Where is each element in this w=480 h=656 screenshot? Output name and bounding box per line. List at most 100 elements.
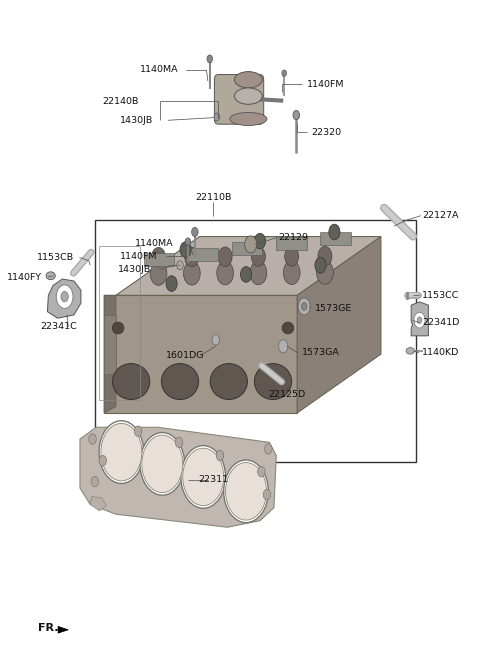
Bar xyxy=(276,237,307,251)
Ellipse shape xyxy=(210,363,247,400)
Circle shape xyxy=(254,234,265,249)
Ellipse shape xyxy=(46,272,55,279)
Polygon shape xyxy=(104,295,297,413)
Circle shape xyxy=(414,312,425,328)
Circle shape xyxy=(214,113,219,121)
Polygon shape xyxy=(80,427,276,527)
Text: 22125D: 22125D xyxy=(268,390,306,399)
Text: 22311: 22311 xyxy=(198,475,228,484)
Circle shape xyxy=(252,247,265,266)
Circle shape xyxy=(417,317,422,323)
Text: 22341C: 22341C xyxy=(41,322,77,331)
Circle shape xyxy=(134,426,142,436)
Circle shape xyxy=(99,420,144,483)
FancyBboxPatch shape xyxy=(215,75,264,124)
Text: 1153CC: 1153CC xyxy=(422,291,459,300)
Circle shape xyxy=(240,266,252,282)
Text: FR.: FR. xyxy=(37,623,58,634)
Circle shape xyxy=(183,448,224,506)
Circle shape xyxy=(180,242,191,257)
Circle shape xyxy=(140,432,185,495)
Text: 22129: 22129 xyxy=(278,234,309,242)
Circle shape xyxy=(212,335,219,345)
Circle shape xyxy=(258,466,265,477)
Text: 1430JB: 1430JB xyxy=(118,265,151,274)
Circle shape xyxy=(218,247,232,266)
Circle shape xyxy=(91,476,98,487)
Circle shape xyxy=(185,238,191,246)
Ellipse shape xyxy=(406,348,414,354)
Ellipse shape xyxy=(234,72,262,88)
Circle shape xyxy=(166,276,177,291)
Circle shape xyxy=(263,489,271,500)
Circle shape xyxy=(152,247,166,267)
Circle shape xyxy=(192,228,198,237)
Circle shape xyxy=(282,70,287,77)
Ellipse shape xyxy=(112,363,150,400)
Polygon shape xyxy=(116,237,381,295)
Circle shape xyxy=(317,260,333,284)
Polygon shape xyxy=(90,497,107,511)
Circle shape xyxy=(285,247,299,266)
Circle shape xyxy=(298,298,310,315)
Circle shape xyxy=(150,262,167,285)
Text: 1140FY: 1140FY xyxy=(7,272,42,281)
Ellipse shape xyxy=(254,363,292,400)
Circle shape xyxy=(293,110,300,119)
Circle shape xyxy=(250,261,267,285)
Text: 22140B: 22140B xyxy=(103,97,139,106)
Text: 1573GA: 1573GA xyxy=(302,348,340,358)
Ellipse shape xyxy=(282,322,294,334)
Text: 1601DG: 1601DG xyxy=(166,351,205,360)
Text: 1140MA: 1140MA xyxy=(135,239,174,247)
Circle shape xyxy=(207,55,213,63)
Polygon shape xyxy=(297,237,381,413)
Text: 22341D: 22341D xyxy=(422,318,459,327)
Ellipse shape xyxy=(112,322,124,334)
Circle shape xyxy=(283,261,300,285)
Circle shape xyxy=(224,460,268,523)
Polygon shape xyxy=(48,279,81,318)
Bar xyxy=(98,247,141,400)
Circle shape xyxy=(217,261,233,285)
Bar xyxy=(144,253,174,266)
Bar xyxy=(95,220,416,462)
Circle shape xyxy=(177,260,183,270)
Circle shape xyxy=(264,443,272,454)
Text: 1153CB: 1153CB xyxy=(37,253,74,262)
Circle shape xyxy=(278,340,288,353)
Circle shape xyxy=(315,257,326,273)
Bar xyxy=(321,232,351,245)
Text: 1140MA: 1140MA xyxy=(140,66,179,75)
Text: 1140FM: 1140FM xyxy=(307,80,344,89)
Polygon shape xyxy=(104,315,116,374)
Polygon shape xyxy=(58,626,68,633)
Ellipse shape xyxy=(161,363,199,400)
Circle shape xyxy=(175,437,183,447)
Circle shape xyxy=(318,247,332,266)
Text: 22127A: 22127A xyxy=(423,211,459,220)
Circle shape xyxy=(329,224,340,240)
Circle shape xyxy=(101,423,142,481)
Circle shape xyxy=(301,302,307,310)
Ellipse shape xyxy=(230,112,267,125)
Circle shape xyxy=(61,291,68,302)
Text: 22320: 22320 xyxy=(311,127,341,136)
Circle shape xyxy=(216,450,224,461)
Circle shape xyxy=(185,247,199,267)
Bar xyxy=(188,248,218,260)
Ellipse shape xyxy=(234,88,262,104)
Circle shape xyxy=(183,262,200,285)
Polygon shape xyxy=(104,295,116,413)
Text: 1140KD: 1140KD xyxy=(422,348,459,358)
Circle shape xyxy=(89,434,96,444)
Circle shape xyxy=(245,236,257,253)
Circle shape xyxy=(99,455,107,466)
Text: 22110B: 22110B xyxy=(195,193,232,202)
Circle shape xyxy=(56,285,73,308)
Text: 1430JB: 1430JB xyxy=(120,115,153,125)
Text: 1573GE: 1573GE xyxy=(315,304,352,313)
Text: 1140FM: 1140FM xyxy=(120,252,157,260)
Circle shape xyxy=(142,435,183,493)
Polygon shape xyxy=(411,302,428,336)
